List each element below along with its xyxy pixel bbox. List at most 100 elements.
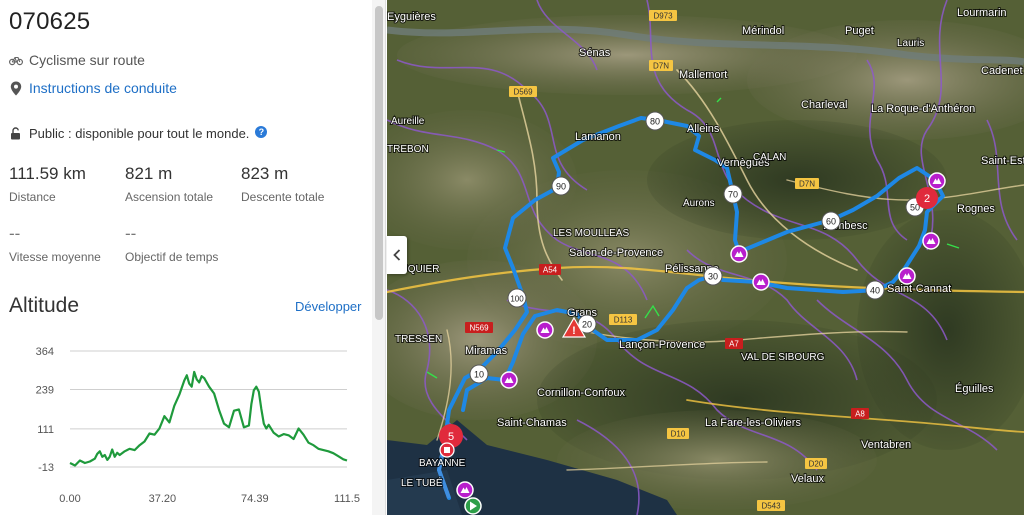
km-marker: 80 <box>645 111 665 131</box>
climb-marker-icon[interactable] <box>456 481 474 499</box>
descent-value: 823 m <box>241 164 289 183</box>
climb-marker-icon[interactable] <box>922 232 940 250</box>
waypoint-marker[interactable]: 5 <box>439 424 463 458</box>
climb-markers <box>456 172 946 499</box>
km-marker-label: 90 <box>556 182 566 192</box>
km-marker: 90 <box>551 176 571 196</box>
road-label: N569 <box>469 324 489 333</box>
stat-ascent: 821 m Ascension totale <box>125 164 213 204</box>
svg-text:!: ! <box>572 325 576 337</box>
place-label: Salon-de-Provence <box>569 247 663 259</box>
place-label: Charleval <box>801 99 847 111</box>
km-marker: 30 <box>703 266 723 286</box>
mountain-glyph <box>756 279 766 285</box>
km-marker-circle <box>723 184 743 204</box>
place-label: Aurons <box>683 198 715 209</box>
climb-marker-icon[interactable] <box>928 172 946 190</box>
route-details-panel: 070625 Cyclisme sur route Instructions d… <box>0 0 372 515</box>
time-goal-value: -- <box>125 224 137 243</box>
km-marker-label: 20 <box>582 320 592 330</box>
driving-directions-link[interactable]: Instructions de conduite <box>29 80 177 96</box>
stat-avg-speed: -- Vitesse moyenne <box>9 224 101 264</box>
route-title: 070625 <box>9 8 91 35</box>
road-label: A54 <box>543 266 558 275</box>
privacy-row: Public : disponible pour tout le monde. … <box>9 125 268 141</box>
warning-icon[interactable]: ! <box>561 316 587 338</box>
road-label: D20 <box>809 460 824 469</box>
help-icon[interactable]: ? <box>255 125 268 138</box>
map-pin-icon <box>9 81 23 95</box>
x-tick-label: 0.00 <box>59 493 80 505</box>
climb-marker-icon[interactable] <box>730 245 748 263</box>
route-map[interactable]: Eyguières Mérindol Puget Lauris Lourmari… <box>387 0 1024 515</box>
activity-label: Cyclisme sur route <box>29 52 145 68</box>
place-label: LES MOULLEAS <box>553 228 629 239</box>
road-label: A8 <box>855 410 865 419</box>
place-label: Sénas <box>579 47 611 59</box>
place-label: Puget <box>845 25 874 37</box>
waypoint-label: 5 <box>448 431 454 443</box>
km-marker-label: 100 <box>510 295 524 304</box>
km-marker-label: 50 <box>910 203 920 213</box>
km-marker: 10 <box>469 364 489 384</box>
place-label: La Roque-d'Anthéron <box>871 103 975 115</box>
ascent-label: Ascension totale <box>125 190 214 204</box>
stat-distance: 111.59 km Distance <box>9 164 86 204</box>
x-tick-label: 37.20 <box>149 493 177 505</box>
place-label: LE TUBÉ <box>401 476 443 489</box>
y-tick-label: -13 <box>38 462 54 474</box>
place-label: Ventabren <box>861 439 911 451</box>
elevation-chart[interactable]: 364 239 111 -13 0.00 37.20 74.39 111.5 <box>0 336 372 515</box>
road-label: D569 <box>513 88 533 97</box>
stat-time-goal: -- Objectif de temps <box>125 224 218 264</box>
place-label: BAYANNE <box>419 458 466 469</box>
waypoint-marker[interactable]: 2 <box>916 187 938 209</box>
place-label: TREBON <box>387 144 429 155</box>
distance-label: Distance <box>9 190 56 204</box>
climb-marker-icon[interactable] <box>536 321 554 339</box>
climb-marker-icon[interactable] <box>898 267 916 285</box>
place-label: Cadenet <box>981 65 1023 77</box>
km-marker-label: 70 <box>728 190 738 200</box>
place-label: Lamanon <box>575 131 621 143</box>
y-tick-label: 239 <box>36 384 54 396</box>
x-tick-label: 111.5 <box>334 493 360 505</box>
expand-button[interactable]: Développer <box>295 299 362 314</box>
mountain-glyph <box>734 251 744 257</box>
bicycle-icon <box>9 53 23 67</box>
climb-marker-icon[interactable] <box>500 371 518 389</box>
km-marker: 70 <box>723 184 743 204</box>
directions-row[interactable]: Instructions de conduite <box>9 80 177 96</box>
place-label: CALAN <box>753 152 786 163</box>
place-label: Saint-Est <box>981 155 1024 167</box>
place-label: Rognes <box>957 203 995 215</box>
mountain-glyph <box>460 487 470 493</box>
km-marker-circle <box>551 176 571 196</box>
place-label: Aureille <box>391 116 425 127</box>
place-label: VAL DE SIBOURG <box>741 352 825 363</box>
collapse-panel-button[interactable] <box>387 236 407 274</box>
activity-type: Cyclisme sur route <box>9 52 145 68</box>
place-label: Saint-Chamas <box>497 417 567 429</box>
map-canvas[interactable]: Eyguières Mérindol Puget Lauris Lourmari… <box>387 0 1024 515</box>
place-label: Lauris <box>897 38 924 49</box>
place-label: Mérindol <box>742 25 784 37</box>
km-marker-label: 30 <box>708 272 718 282</box>
waypoint-label: 2 <box>924 193 930 205</box>
place-label: Éguilles <box>955 382 994 395</box>
road-label: D7N <box>653 62 669 71</box>
place-label: Eyguières <box>387 11 436 23</box>
start-marker[interactable] <box>464 497 482 515</box>
road-shields: D973 D7N D569 A54 D113 N569 D10 A8 D20 D… <box>465 10 869 511</box>
distance-value: 111.59 km <box>9 164 86 183</box>
km-marker: 100 <box>507 288 527 308</box>
chevron-left-icon <box>393 249 401 261</box>
km-markers: 10 20 30 40 50 60 70 80 90 100 <box>469 111 925 384</box>
road-label: D973 <box>653 12 673 21</box>
sidebar-scrollbar[interactable] <box>372 0 386 515</box>
km-marker-circle <box>865 280 885 300</box>
place-label: La Fare-les-Oliviers <box>705 417 801 429</box>
climb-marker-icon[interactable] <box>752 273 770 291</box>
scrollbar-thumb[interactable] <box>375 6 383 320</box>
mountain-glyph <box>926 238 936 244</box>
